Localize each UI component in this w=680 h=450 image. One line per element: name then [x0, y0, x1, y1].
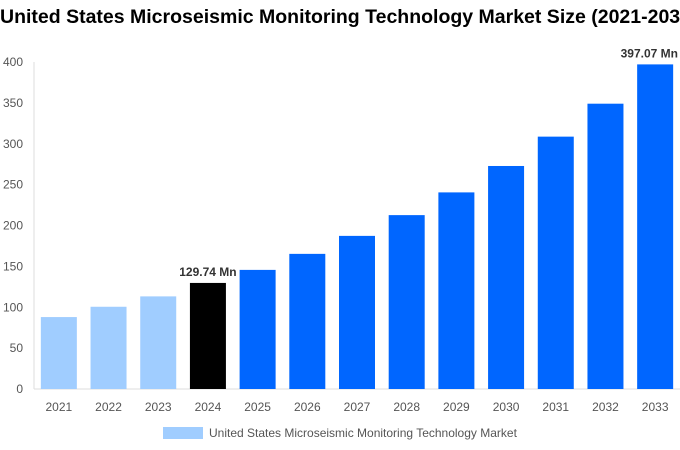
bar-2030: [488, 165, 525, 389]
x-tick-label: 2033: [642, 400, 669, 414]
bar-2024: [189, 282, 226, 389]
bar-2026: [289, 253, 326, 389]
x-tick-label: 2022: [95, 400, 122, 414]
bar-2025: [239, 269, 276, 389]
bar-2021: [40, 317, 77, 389]
x-tick-label: 2030: [493, 400, 520, 414]
bar-2031: [537, 136, 574, 389]
x-tick-label: 2027: [344, 400, 371, 414]
x-tick-label: 2024: [195, 400, 222, 414]
y-tick-label: 150: [3, 259, 23, 273]
x-tick-label: 2031: [542, 400, 569, 414]
x-tick-label: 2021: [45, 400, 72, 414]
x-tick-label: 2028: [393, 400, 420, 414]
y-tick-label: 300: [3, 137, 23, 151]
bar-2033: [637, 64, 674, 390]
bar-2032: [587, 103, 624, 389]
bar-2027: [339, 235, 375, 389]
bar-2023: [140, 296, 177, 389]
y-tick-label: 350: [3, 96, 23, 110]
y-tick-label: 50: [10, 341, 24, 355]
legend-swatch: [163, 427, 203, 439]
data-label-2024: 129.74 Mn: [179, 265, 236, 279]
bar-2022: [90, 306, 127, 389]
chart-title: United States Microseismic Monitoring Te…: [0, 6, 680, 28]
legend-label: United States Microseismic Monitoring Te…: [209, 426, 517, 440]
y-tick-label: 0: [16, 382, 23, 396]
y-tick-label: 200: [3, 219, 23, 233]
data-label-2033: 397.07 Mn: [621, 46, 678, 60]
x-tick-label: 2029: [443, 400, 470, 414]
y-tick-label: 400: [3, 55, 23, 69]
y-tick-label: 250: [3, 178, 23, 192]
x-tick-label: 2026: [294, 400, 321, 414]
x-tick-label: 2032: [592, 400, 619, 414]
x-tick-label: 2025: [244, 400, 271, 414]
y-tick-label: 100: [3, 300, 23, 314]
bar-2029: [438, 192, 475, 389]
bar-2028: [388, 215, 425, 389]
x-tick-label: 2023: [145, 400, 172, 414]
legend: United States Microseismic Monitoring Te…: [163, 426, 517, 440]
